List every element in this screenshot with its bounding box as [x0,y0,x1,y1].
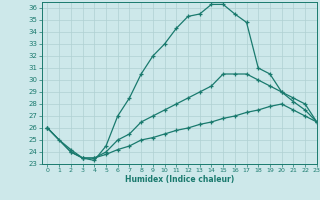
X-axis label: Humidex (Indice chaleur): Humidex (Indice chaleur) [124,175,234,184]
